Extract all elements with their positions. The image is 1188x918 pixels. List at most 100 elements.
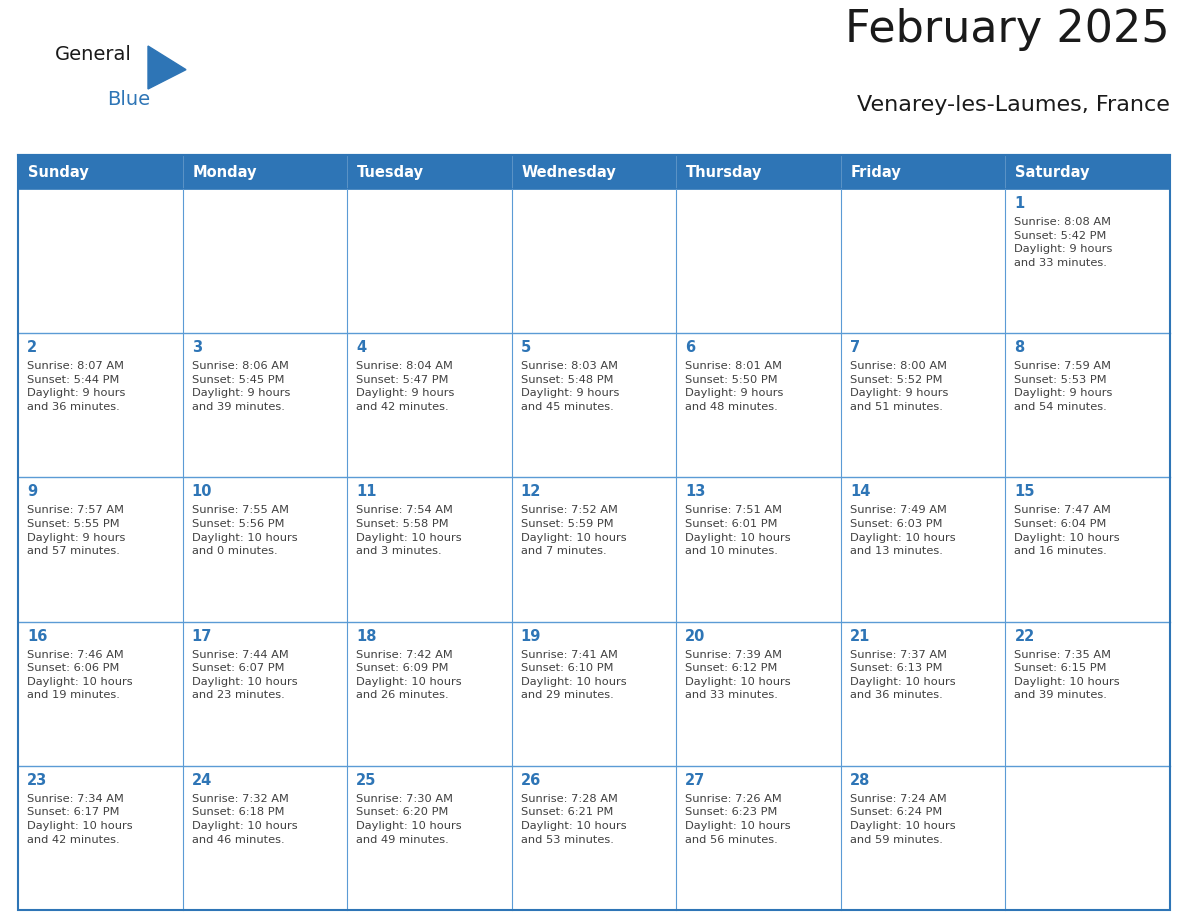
- Bar: [676, 477, 841, 621]
- Text: Sunrise: 7:28 AM
Sunset: 6:21 PM
Daylight: 10 hours
and 53 minutes.: Sunrise: 7:28 AM Sunset: 6:21 PM Dayligh…: [520, 794, 626, 845]
- Bar: [512, 477, 676, 621]
- Bar: [1005, 189, 1170, 333]
- Bar: [18, 766, 183, 910]
- Text: 1: 1: [1015, 196, 1025, 211]
- Text: Venarey-les-Laumes, France: Venarey-les-Laumes, France: [857, 95, 1170, 115]
- Text: Tuesday: Tuesday: [358, 164, 424, 180]
- Text: Sunday: Sunday: [29, 164, 89, 180]
- Bar: [347, 189, 512, 333]
- Text: 26: 26: [520, 773, 541, 788]
- Text: Sunrise: 7:57 AM
Sunset: 5:55 PM
Daylight: 9 hours
and 57 minutes.: Sunrise: 7:57 AM Sunset: 5:55 PM Dayligh…: [27, 506, 126, 556]
- Bar: [18, 333, 183, 477]
- Bar: [183, 155, 347, 189]
- Text: 27: 27: [685, 773, 706, 788]
- Text: 3: 3: [191, 341, 202, 355]
- Text: 14: 14: [849, 485, 871, 499]
- Bar: [841, 189, 1005, 333]
- Text: 18: 18: [356, 629, 377, 644]
- Text: Saturday: Saturday: [1016, 164, 1089, 180]
- Bar: [676, 766, 841, 910]
- Text: 15: 15: [1015, 485, 1035, 499]
- Text: Sunrise: 8:08 AM
Sunset: 5:42 PM
Daylight: 9 hours
and 33 minutes.: Sunrise: 8:08 AM Sunset: 5:42 PM Dayligh…: [1015, 217, 1113, 268]
- Bar: [841, 477, 1005, 621]
- Bar: [676, 189, 841, 333]
- Text: Sunrise: 7:32 AM
Sunset: 6:18 PM
Daylight: 10 hours
and 46 minutes.: Sunrise: 7:32 AM Sunset: 6:18 PM Dayligh…: [191, 794, 297, 845]
- Text: Sunrise: 8:01 AM
Sunset: 5:50 PM
Daylight: 9 hours
and 48 minutes.: Sunrise: 8:01 AM Sunset: 5:50 PM Dayligh…: [685, 361, 784, 412]
- Bar: [183, 766, 347, 910]
- Bar: [18, 621, 183, 766]
- Text: 21: 21: [849, 629, 871, 644]
- Text: 11: 11: [356, 485, 377, 499]
- Text: Sunrise: 7:41 AM
Sunset: 6:10 PM
Daylight: 10 hours
and 29 minutes.: Sunrise: 7:41 AM Sunset: 6:10 PM Dayligh…: [520, 650, 626, 700]
- Bar: [18, 155, 1170, 910]
- Bar: [1005, 621, 1170, 766]
- Text: 7: 7: [849, 341, 860, 355]
- Bar: [676, 155, 841, 189]
- Text: Sunrise: 8:07 AM
Sunset: 5:44 PM
Daylight: 9 hours
and 36 minutes.: Sunrise: 8:07 AM Sunset: 5:44 PM Dayligh…: [27, 361, 126, 412]
- Text: Sunrise: 7:55 AM
Sunset: 5:56 PM
Daylight: 10 hours
and 0 minutes.: Sunrise: 7:55 AM Sunset: 5:56 PM Dayligh…: [191, 506, 297, 556]
- Text: 25: 25: [356, 773, 377, 788]
- Text: Sunrise: 7:35 AM
Sunset: 6:15 PM
Daylight: 10 hours
and 39 minutes.: Sunrise: 7:35 AM Sunset: 6:15 PM Dayligh…: [1015, 650, 1120, 700]
- Text: Sunrise: 7:59 AM
Sunset: 5:53 PM
Daylight: 9 hours
and 54 minutes.: Sunrise: 7:59 AM Sunset: 5:53 PM Dayligh…: [1015, 361, 1113, 412]
- Text: February 2025: February 2025: [846, 8, 1170, 51]
- Bar: [18, 155, 183, 189]
- Text: 17: 17: [191, 629, 211, 644]
- Text: Monday: Monday: [192, 164, 257, 180]
- Bar: [18, 189, 183, 333]
- Text: Sunrise: 7:34 AM
Sunset: 6:17 PM
Daylight: 10 hours
and 42 minutes.: Sunrise: 7:34 AM Sunset: 6:17 PM Dayligh…: [27, 794, 133, 845]
- Bar: [347, 155, 512, 189]
- Bar: [347, 333, 512, 477]
- Text: 28: 28: [849, 773, 871, 788]
- Bar: [512, 766, 676, 910]
- Bar: [183, 621, 347, 766]
- Text: Sunrise: 7:39 AM
Sunset: 6:12 PM
Daylight: 10 hours
and 33 minutes.: Sunrise: 7:39 AM Sunset: 6:12 PM Dayligh…: [685, 650, 791, 700]
- Text: General: General: [55, 45, 132, 64]
- Text: 12: 12: [520, 485, 541, 499]
- Text: Sunrise: 8:00 AM
Sunset: 5:52 PM
Daylight: 9 hours
and 51 minutes.: Sunrise: 8:00 AM Sunset: 5:52 PM Dayligh…: [849, 361, 948, 412]
- Text: Wednesday: Wednesday: [522, 164, 617, 180]
- Text: Sunrise: 7:51 AM
Sunset: 6:01 PM
Daylight: 10 hours
and 10 minutes.: Sunrise: 7:51 AM Sunset: 6:01 PM Dayligh…: [685, 506, 791, 556]
- Text: 16: 16: [27, 629, 48, 644]
- Bar: [512, 621, 676, 766]
- Text: 9: 9: [27, 485, 37, 499]
- Text: Blue: Blue: [107, 90, 150, 109]
- Bar: [512, 155, 676, 189]
- Bar: [512, 333, 676, 477]
- Bar: [676, 333, 841, 477]
- Bar: [1005, 155, 1170, 189]
- Bar: [841, 155, 1005, 189]
- Text: Thursday: Thursday: [687, 164, 763, 180]
- Text: Sunrise: 8:04 AM
Sunset: 5:47 PM
Daylight: 9 hours
and 42 minutes.: Sunrise: 8:04 AM Sunset: 5:47 PM Dayligh…: [356, 361, 455, 412]
- Bar: [347, 477, 512, 621]
- Bar: [1005, 766, 1170, 910]
- Text: 6: 6: [685, 341, 695, 355]
- Text: Sunrise: 7:49 AM
Sunset: 6:03 PM
Daylight: 10 hours
and 13 minutes.: Sunrise: 7:49 AM Sunset: 6:03 PM Dayligh…: [849, 506, 955, 556]
- Text: 2: 2: [27, 341, 37, 355]
- Text: 22: 22: [1015, 629, 1035, 644]
- Text: Friday: Friday: [851, 164, 902, 180]
- Text: Sunrise: 7:52 AM
Sunset: 5:59 PM
Daylight: 10 hours
and 7 minutes.: Sunrise: 7:52 AM Sunset: 5:59 PM Dayligh…: [520, 506, 626, 556]
- Bar: [347, 766, 512, 910]
- Text: 19: 19: [520, 629, 541, 644]
- Text: 13: 13: [685, 485, 706, 499]
- Text: Sunrise: 8:03 AM
Sunset: 5:48 PM
Daylight: 9 hours
and 45 minutes.: Sunrise: 8:03 AM Sunset: 5:48 PM Dayligh…: [520, 361, 619, 412]
- Bar: [512, 189, 676, 333]
- Bar: [841, 333, 1005, 477]
- Text: Sunrise: 7:47 AM
Sunset: 6:04 PM
Daylight: 10 hours
and 16 minutes.: Sunrise: 7:47 AM Sunset: 6:04 PM Dayligh…: [1015, 506, 1120, 556]
- Bar: [183, 333, 347, 477]
- Bar: [18, 477, 183, 621]
- Text: Sunrise: 7:30 AM
Sunset: 6:20 PM
Daylight: 10 hours
and 49 minutes.: Sunrise: 7:30 AM Sunset: 6:20 PM Dayligh…: [356, 794, 462, 845]
- Bar: [676, 621, 841, 766]
- Bar: [183, 477, 347, 621]
- Text: Sunrise: 7:42 AM
Sunset: 6:09 PM
Daylight: 10 hours
and 26 minutes.: Sunrise: 7:42 AM Sunset: 6:09 PM Dayligh…: [356, 650, 462, 700]
- Text: 8: 8: [1015, 341, 1025, 355]
- Bar: [1005, 477, 1170, 621]
- Polygon shape: [148, 46, 187, 89]
- Text: 4: 4: [356, 341, 366, 355]
- Text: 20: 20: [685, 629, 706, 644]
- Bar: [841, 766, 1005, 910]
- Bar: [183, 189, 347, 333]
- Bar: [841, 621, 1005, 766]
- Bar: [347, 621, 512, 766]
- Text: 23: 23: [27, 773, 48, 788]
